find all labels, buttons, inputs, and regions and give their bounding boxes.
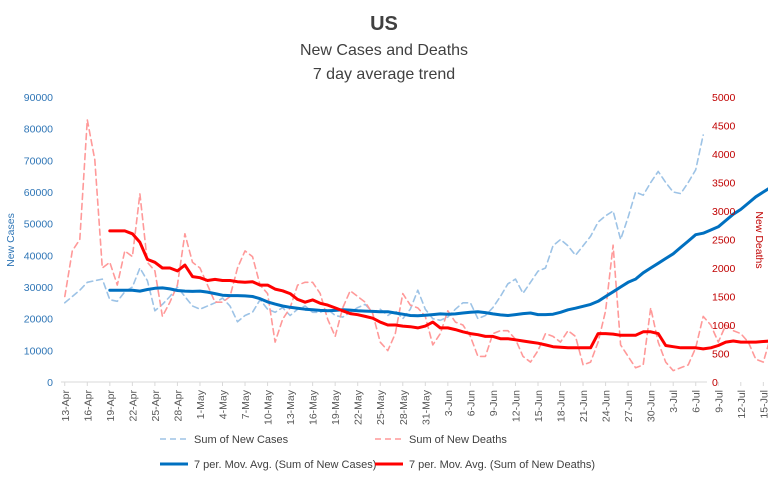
y-left-tick-label: 60000 (24, 187, 53, 199)
x-tick-label: 12-Jun (510, 390, 522, 422)
axes: 0100002000030000400005000060000700008000… (24, 92, 768, 425)
y-axis-right-title: New Deaths (753, 211, 765, 268)
x-tick-label: 28-Apr (172, 389, 184, 421)
y-left-tick-label: 90000 (24, 92, 53, 104)
x-tick-label: 3-Jul (668, 390, 680, 413)
x-tick-label: 4-May (218, 389, 230, 419)
x-tick-label: 16-May (308, 389, 320, 425)
chart-subtitle-line-1: New Cases and Deaths (300, 42, 468, 59)
x-tick-label: 6-Jul (691, 390, 703, 413)
x-tick-label: 3-Jun (443, 390, 455, 416)
legend-item-new-cases: Sum of New Cases (160, 434, 289, 446)
x-tick-label: 9-Jun (488, 390, 500, 416)
legend-label: 7 per. Mov. Avg. (Sum of New Cases) (194, 459, 376, 471)
y-right-tick-label: 1500 (712, 292, 736, 304)
x-tick-label: 1-May (195, 389, 207, 419)
x-tick-label: 25-May (375, 389, 387, 425)
legend-label: 7 per. Mov. Avg. (Sum of New Deaths) (409, 459, 595, 471)
y-right-tick-label: 4000 (712, 149, 736, 161)
x-tick-label: 6-Jun (465, 390, 477, 416)
x-tick-label: 12-Jul (736, 390, 748, 419)
chart-title: US (370, 13, 398, 35)
y-left-tick-label: 70000 (24, 155, 53, 167)
x-tick-label: 15-Jul (758, 390, 768, 419)
x-tick-label: 15-Jun (533, 390, 545, 422)
y-right-tick-label: 0 (712, 377, 718, 389)
x-tick-label: 22-Apr (127, 389, 139, 421)
y-left-tick-label: 20000 (24, 314, 53, 326)
y-left-tick-label: 80000 (24, 124, 53, 136)
y-right-tick-label: 2500 (712, 235, 736, 247)
x-tick-label: 10-May (263, 389, 275, 425)
plot-area (64, 119, 768, 372)
x-tick-label: 7-May (240, 389, 252, 419)
legend-label: Sum of New Cases (194, 434, 289, 446)
x-tick-label: 25-Apr (150, 389, 162, 421)
x-tick-label: 13-Apr (60, 389, 72, 421)
x-tick-label: 9-Jul (713, 390, 725, 413)
x-tick-label: 27-Jun (623, 390, 635, 422)
series-line-new-deaths (64, 119, 768, 372)
x-tick-label: 24-Jun (601, 390, 613, 422)
y-left-tick-label: 30000 (24, 282, 53, 294)
y-left-tick-label: 50000 (24, 219, 53, 231)
x-tick-label: 31-May (420, 389, 432, 425)
x-tick-label: 28-May (398, 389, 410, 425)
x-tick-label: 21-Jun (578, 390, 590, 422)
y-right-tick-label: 4500 (712, 121, 736, 133)
x-tick-label: 30-Jun (646, 390, 658, 422)
legend-item-cases-moving-average: 7 per. Mov. Avg. (Sum of New Cases) (160, 459, 376, 471)
y-right-tick-label: 2000 (712, 263, 736, 275)
y-right-tick-label: 3000 (712, 206, 736, 218)
x-tick-label: 19-Apr (105, 389, 117, 421)
y-left-tick-label: 0 (47, 377, 53, 389)
x-tick-label: 16-Apr (82, 389, 94, 421)
legend-item-deaths-moving-average: 7 per. Mov. Avg. (Sum of New Deaths) (375, 459, 595, 471)
y-right-tick-label: 3500 (712, 178, 736, 190)
y-left-tick-label: 10000 (24, 345, 53, 357)
y-left-tick-label: 40000 (24, 250, 53, 262)
x-tick-label: 18-Jun (556, 390, 568, 422)
x-tick-label: 22-May (353, 389, 365, 425)
y-right-tick-label: 500 (712, 349, 730, 361)
y-axis-left-title: New Cases (5, 213, 17, 267)
x-tick-label: 13-May (285, 389, 297, 425)
legend-label: Sum of New Deaths (409, 434, 507, 446)
y-right-tick-label: 5000 (712, 92, 736, 104)
legend: Sum of New Cases Sum of New Deaths 7 per. … (160, 434, 595, 471)
x-tick-label: 19-May (330, 389, 342, 425)
chart-subtitle-line-2: 7 day average trend (313, 66, 455, 83)
series-line-cases-moving-average (108, 187, 768, 318)
y-right-tick-label: 1000 (712, 320, 736, 332)
series-line-deaths-moving-average (108, 229, 768, 351)
legend-item-new-deaths: Sum of New Deaths (375, 434, 507, 446)
